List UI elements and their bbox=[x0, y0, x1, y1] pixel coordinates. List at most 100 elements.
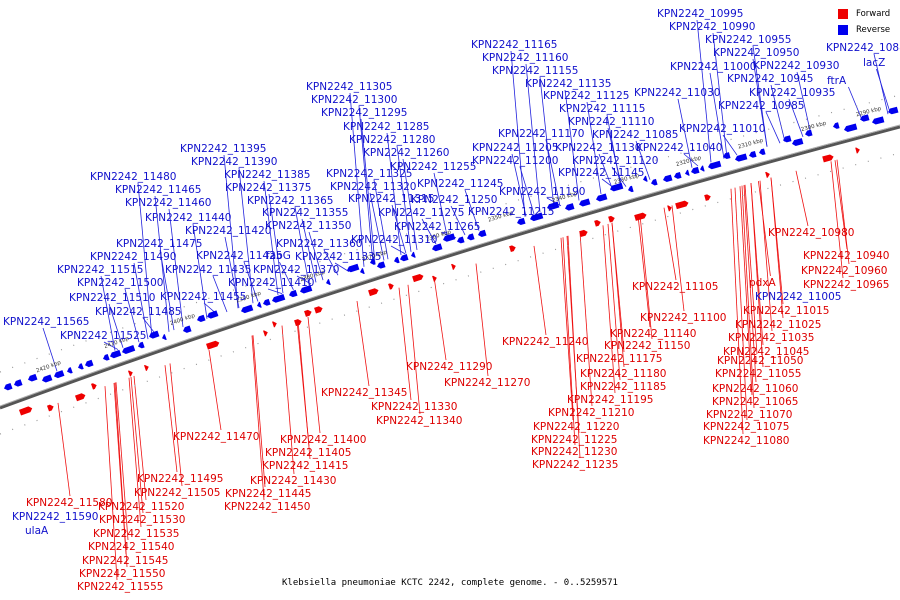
reverse-gene-label[interactable]: KPN2242_11275 bbox=[378, 207, 464, 219]
reverse-gene-label-text[interactable]: fabG bbox=[266, 250, 291, 262]
reverse-gene-label[interactable]: KPN2242_11170 bbox=[498, 128, 584, 140]
forward-gene-label-text[interactable]: KPN2242_11180 bbox=[580, 368, 666, 380]
reverse-gene-label-text[interactable]: KPN2242_11250 bbox=[411, 194, 497, 206]
forward-gene-label-text[interactable]: KPN2242_11270 bbox=[444, 377, 530, 389]
forward-gene-label[interactable]: KPN2242_11530 bbox=[99, 514, 185, 526]
reverse-gene-label[interactable]: KPN2242_10930 bbox=[753, 60, 839, 72]
forward-gene-label-text[interactable]: KPN2242_11430 bbox=[250, 475, 336, 487]
reverse-gene-label-text[interactable]: KPN2242_11440 bbox=[145, 212, 231, 224]
reverse-gene-label[interactable]: KPN2242_11255 bbox=[390, 161, 476, 173]
forward-gene-label[interactable]: KPN2242_11235 bbox=[532, 459, 618, 471]
forward-gene-label[interactable]: KPN2242_11035 bbox=[728, 332, 814, 344]
forward-gene-label-text[interactable]: KPN2242_11345 bbox=[321, 387, 407, 399]
reverse-gene-label-text[interactable]: KPN2242_11205 bbox=[472, 142, 558, 154]
forward-gene-label[interactable]: KPN2242_11075 bbox=[703, 421, 789, 433]
reverse-gene-label[interactable]: KPN2242_11245 bbox=[417, 178, 503, 190]
reverse-gene-label-text[interactable]: ftrA bbox=[827, 75, 847, 87]
reverse-gene-label-text[interactable]: KPN2242_10885 bbox=[826, 42, 900, 54]
forward-gene-label[interactable]: KPN2242_11415 bbox=[262, 460, 348, 472]
reverse-gene-label[interactable]: KPN2242_11135 bbox=[525, 78, 611, 90]
reverse-gene-label-text[interactable]: KPN2242_11525 bbox=[60, 330, 146, 342]
forward-gene-label-text[interactable]: KPN2242_11450 bbox=[224, 501, 310, 513]
reverse-gene-label[interactable]: KPN2242_11490 bbox=[90, 251, 176, 263]
reverse-gene-label-text[interactable]: KPN2242_11010 bbox=[679, 123, 765, 135]
reverse-gene-label-text[interactable]: KPN2242_11275 bbox=[378, 207, 464, 219]
reverse-gene-label[interactable]: KPN2242_11205 bbox=[472, 142, 558, 154]
forward-gene-label-text[interactable]: KPN2242_11105 bbox=[632, 281, 718, 293]
forward-gene-label[interactable]: KPN2242_11240 bbox=[502, 336, 588, 348]
reverse-gene-label-text[interactable]: KPN2242_11125 bbox=[543, 90, 629, 102]
forward-gene-label[interactable]: KPN2242_11555 bbox=[77, 581, 163, 593]
reverse-gene-label[interactable]: KPN2242_11355 bbox=[262, 207, 348, 219]
reverse-gene-label[interactable]: KPN2242_11250 bbox=[411, 194, 497, 206]
forward-gene-label-text[interactable]: KPN2242_11075 bbox=[703, 421, 789, 433]
reverse-gene-label-text[interactable]: KPN2242_11390 bbox=[191, 156, 277, 168]
forward-gene-label-text[interactable]: KPN2242_11150 bbox=[604, 340, 690, 352]
forward-gene-label-text[interactable]: KPN2242_11400 bbox=[280, 434, 366, 446]
reverse-gene-label[interactable]: KPN2242_11125 bbox=[543, 90, 629, 102]
reverse-gene-label[interactable]: KPN2242_11455 bbox=[160, 291, 246, 303]
forward-gene-label[interactable]: KPN2242_11340 bbox=[376, 415, 462, 427]
reverse-gene-label[interactable]: KPN2242_11375 bbox=[225, 182, 311, 194]
reverse-gene-label[interactable]: KPN2242_11260 bbox=[363, 147, 449, 159]
reverse-gene-label[interactable]: KPN2242_11460 bbox=[125, 197, 211, 209]
reverse-gene-label[interactable]: KPN2242_11110 bbox=[568, 116, 654, 128]
reverse-gene-label-text[interactable]: KPN2242_10935 bbox=[749, 87, 835, 99]
reverse-gene-label[interactable]: KPN2242_11425 bbox=[196, 250, 282, 262]
forward-gene-label-text[interactable]: KPN2242_11015 bbox=[743, 305, 829, 317]
forward-gene-label-text[interactable]: KPN2242_11175 bbox=[576, 353, 662, 365]
forward-gene-label-text[interactable]: KPN2242_11035 bbox=[728, 332, 814, 344]
reverse-gene-label-text[interactable]: KPN2242_11130 bbox=[555, 142, 641, 154]
forward-gene-label[interactable]: KPN2242_11065 bbox=[712, 396, 798, 408]
reverse-gene-label-text[interactable]: KPN2242_11365 bbox=[247, 195, 333, 207]
reverse-gene-label[interactable]: KPN2242_11365 bbox=[247, 195, 333, 207]
reverse-gene-label[interactable]: KPN2242_11190 bbox=[499, 186, 585, 198]
reverse-gene-label-text[interactable]: KPN2242_11490 bbox=[90, 251, 176, 263]
reverse-gene-label[interactable]: KPN2242_11440 bbox=[145, 212, 231, 224]
reverse-gene-label-text[interactable]: KPN2242_11115 bbox=[559, 103, 645, 115]
forward-gene-label-text[interactable]: KPN2242_11470 bbox=[173, 431, 259, 443]
reverse-gene-label-text[interactable]: KPN2242_10955 bbox=[705, 34, 791, 46]
forward-gene-label[interactable]: KPN2242_10965 bbox=[803, 279, 889, 291]
forward-gene-label[interactable]: KPN2242_11405 bbox=[265, 447, 351, 459]
reverse-gene-label[interactable]: lacZ bbox=[863, 57, 885, 69]
reverse-gene-label-text[interactable]: KPN2242_11170 bbox=[498, 128, 584, 140]
reverse-gene-label-text[interactable]: KPN2242_11215 bbox=[468, 206, 554, 218]
forward-gene-label-text[interactable]: KPN2242_11545 bbox=[82, 555, 168, 567]
reverse-gene-label[interactable]: KPN2242_11200 bbox=[472, 155, 558, 167]
forward-gene-label[interactable]: KPN2242_11580 bbox=[26, 497, 112, 509]
reverse-gene-label[interactable]: KPN2242_11335 bbox=[295, 251, 381, 263]
forward-gene-label-text[interactable]: KPN2242_11240 bbox=[502, 336, 588, 348]
forward-gene-label-text[interactable]: KPN2242_11580 bbox=[26, 497, 112, 509]
reverse-gene-label-text[interactable]: KPN2242_11285 bbox=[343, 121, 429, 133]
reverse-gene-label[interactable]: KPN2242_11500 bbox=[77, 277, 163, 289]
forward-gene-label[interactable]: KPN2242_11450 bbox=[224, 501, 310, 513]
reverse-gene-label-text[interactable]: KPN2242_11455 bbox=[160, 291, 246, 303]
reverse-gene-label-text[interactable]: KPN2242_11510 bbox=[69, 292, 155, 304]
reverse-gene-label-text[interactable]: KPN2242_11305 bbox=[306, 81, 392, 93]
forward-gene-label-text[interactable]: KPN2242_11050 bbox=[717, 355, 803, 367]
reverse-gene-label-text[interactable]: KPN2242_11280 bbox=[349, 134, 435, 146]
reverse-gene-label[interactable]: KPN2242_11160 bbox=[482, 52, 568, 64]
reverse-gene-label[interactable]: ulaA bbox=[25, 525, 49, 537]
reverse-gene-label-text[interactable]: KPN2242_11295 bbox=[321, 107, 407, 119]
forward-gene-label[interactable]: KPN2242_11100 bbox=[640, 312, 726, 324]
reverse-gene-label-text[interactable]: KPN2242_11375 bbox=[225, 182, 311, 194]
reverse-gene-label-text[interactable]: KPN2242_11265 bbox=[394, 221, 480, 233]
forward-gene-label-text[interactable]: KPN2242_11055 bbox=[715, 368, 801, 380]
reverse-gene-label-text[interactable]: KPN2242_11360 bbox=[276, 238, 362, 250]
reverse-gene-label-text[interactable]: KPN2242_11420 bbox=[185, 225, 271, 237]
forward-gene-label-text[interactable]: KPN2242_11025 bbox=[735, 319, 821, 331]
forward-gene-label-text[interactable]: KPN2242_11550 bbox=[79, 568, 165, 580]
forward-gene-label[interactable]: KPN2242_11080 bbox=[703, 435, 789, 447]
reverse-gene-label-text[interactable]: KPN2242_11480 bbox=[90, 171, 176, 183]
reverse-gene-label-text[interactable]: KPN2242_11000 bbox=[670, 61, 756, 73]
forward-gene-label-text[interactable]: KPN2242_10940 bbox=[803, 250, 889, 262]
reverse-gene-label[interactable]: KPN2242_11010 bbox=[679, 123, 765, 135]
forward-gene-label[interactable]: KPN2242_11550 bbox=[79, 568, 165, 580]
forward-gene-label[interactable]: KPN2242_11060 bbox=[712, 383, 798, 395]
forward-gene-label[interactable]: KPN2242_10960 bbox=[801, 265, 887, 277]
forward-gene-label[interactable]: KPN2242_11050 bbox=[717, 355, 803, 367]
reverse-gene-label-text[interactable]: KPN2242_11325 bbox=[326, 168, 412, 180]
forward-gene-label[interactable]: KPN2242_11330 bbox=[371, 401, 457, 413]
